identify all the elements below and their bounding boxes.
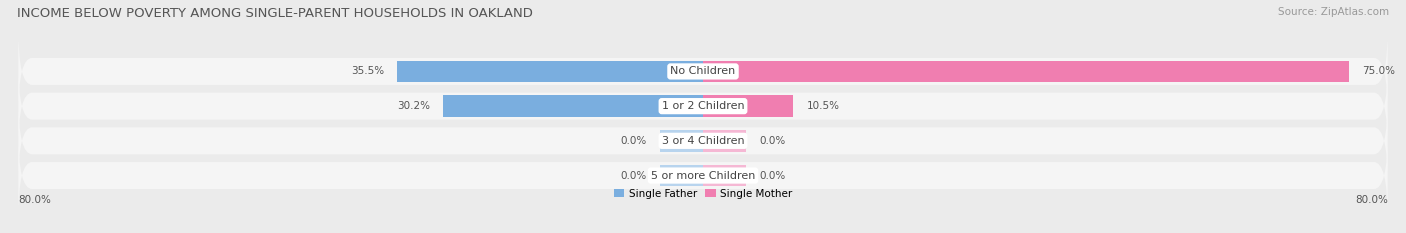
- Text: 3 or 4 Children: 3 or 4 Children: [662, 136, 744, 146]
- Text: Source: ZipAtlas.com: Source: ZipAtlas.com: [1278, 7, 1389, 17]
- Bar: [703, 165, 747, 186]
- FancyBboxPatch shape: [18, 134, 1388, 218]
- Bar: [703, 61, 1348, 82]
- Bar: [703, 95, 793, 117]
- FancyBboxPatch shape: [18, 99, 1388, 183]
- Text: 0.0%: 0.0%: [621, 136, 647, 146]
- Text: 1 or 2 Children: 1 or 2 Children: [662, 101, 744, 111]
- Text: 0.0%: 0.0%: [759, 136, 785, 146]
- Bar: [703, 130, 747, 152]
- Bar: [398, 61, 703, 82]
- Text: 30.2%: 30.2%: [396, 101, 430, 111]
- FancyBboxPatch shape: [18, 29, 1388, 113]
- Text: INCOME BELOW POVERTY AMONG SINGLE-PARENT HOUSEHOLDS IN OAKLAND: INCOME BELOW POVERTY AMONG SINGLE-PARENT…: [17, 7, 533, 20]
- Text: No Children: No Children: [671, 66, 735, 76]
- Bar: [443, 95, 703, 117]
- Bar: [659, 130, 703, 152]
- Text: 10.5%: 10.5%: [807, 101, 839, 111]
- Text: 75.0%: 75.0%: [1362, 66, 1395, 76]
- Text: 0.0%: 0.0%: [621, 171, 647, 181]
- Legend: Single Father, Single Mother: Single Father, Single Mother: [610, 185, 796, 203]
- FancyBboxPatch shape: [18, 64, 1388, 148]
- Text: 80.0%: 80.0%: [18, 195, 51, 205]
- Text: 35.5%: 35.5%: [352, 66, 384, 76]
- Text: 80.0%: 80.0%: [1355, 195, 1388, 205]
- Text: 5 or more Children: 5 or more Children: [651, 171, 755, 181]
- Bar: [659, 165, 703, 186]
- Text: 0.0%: 0.0%: [759, 171, 785, 181]
